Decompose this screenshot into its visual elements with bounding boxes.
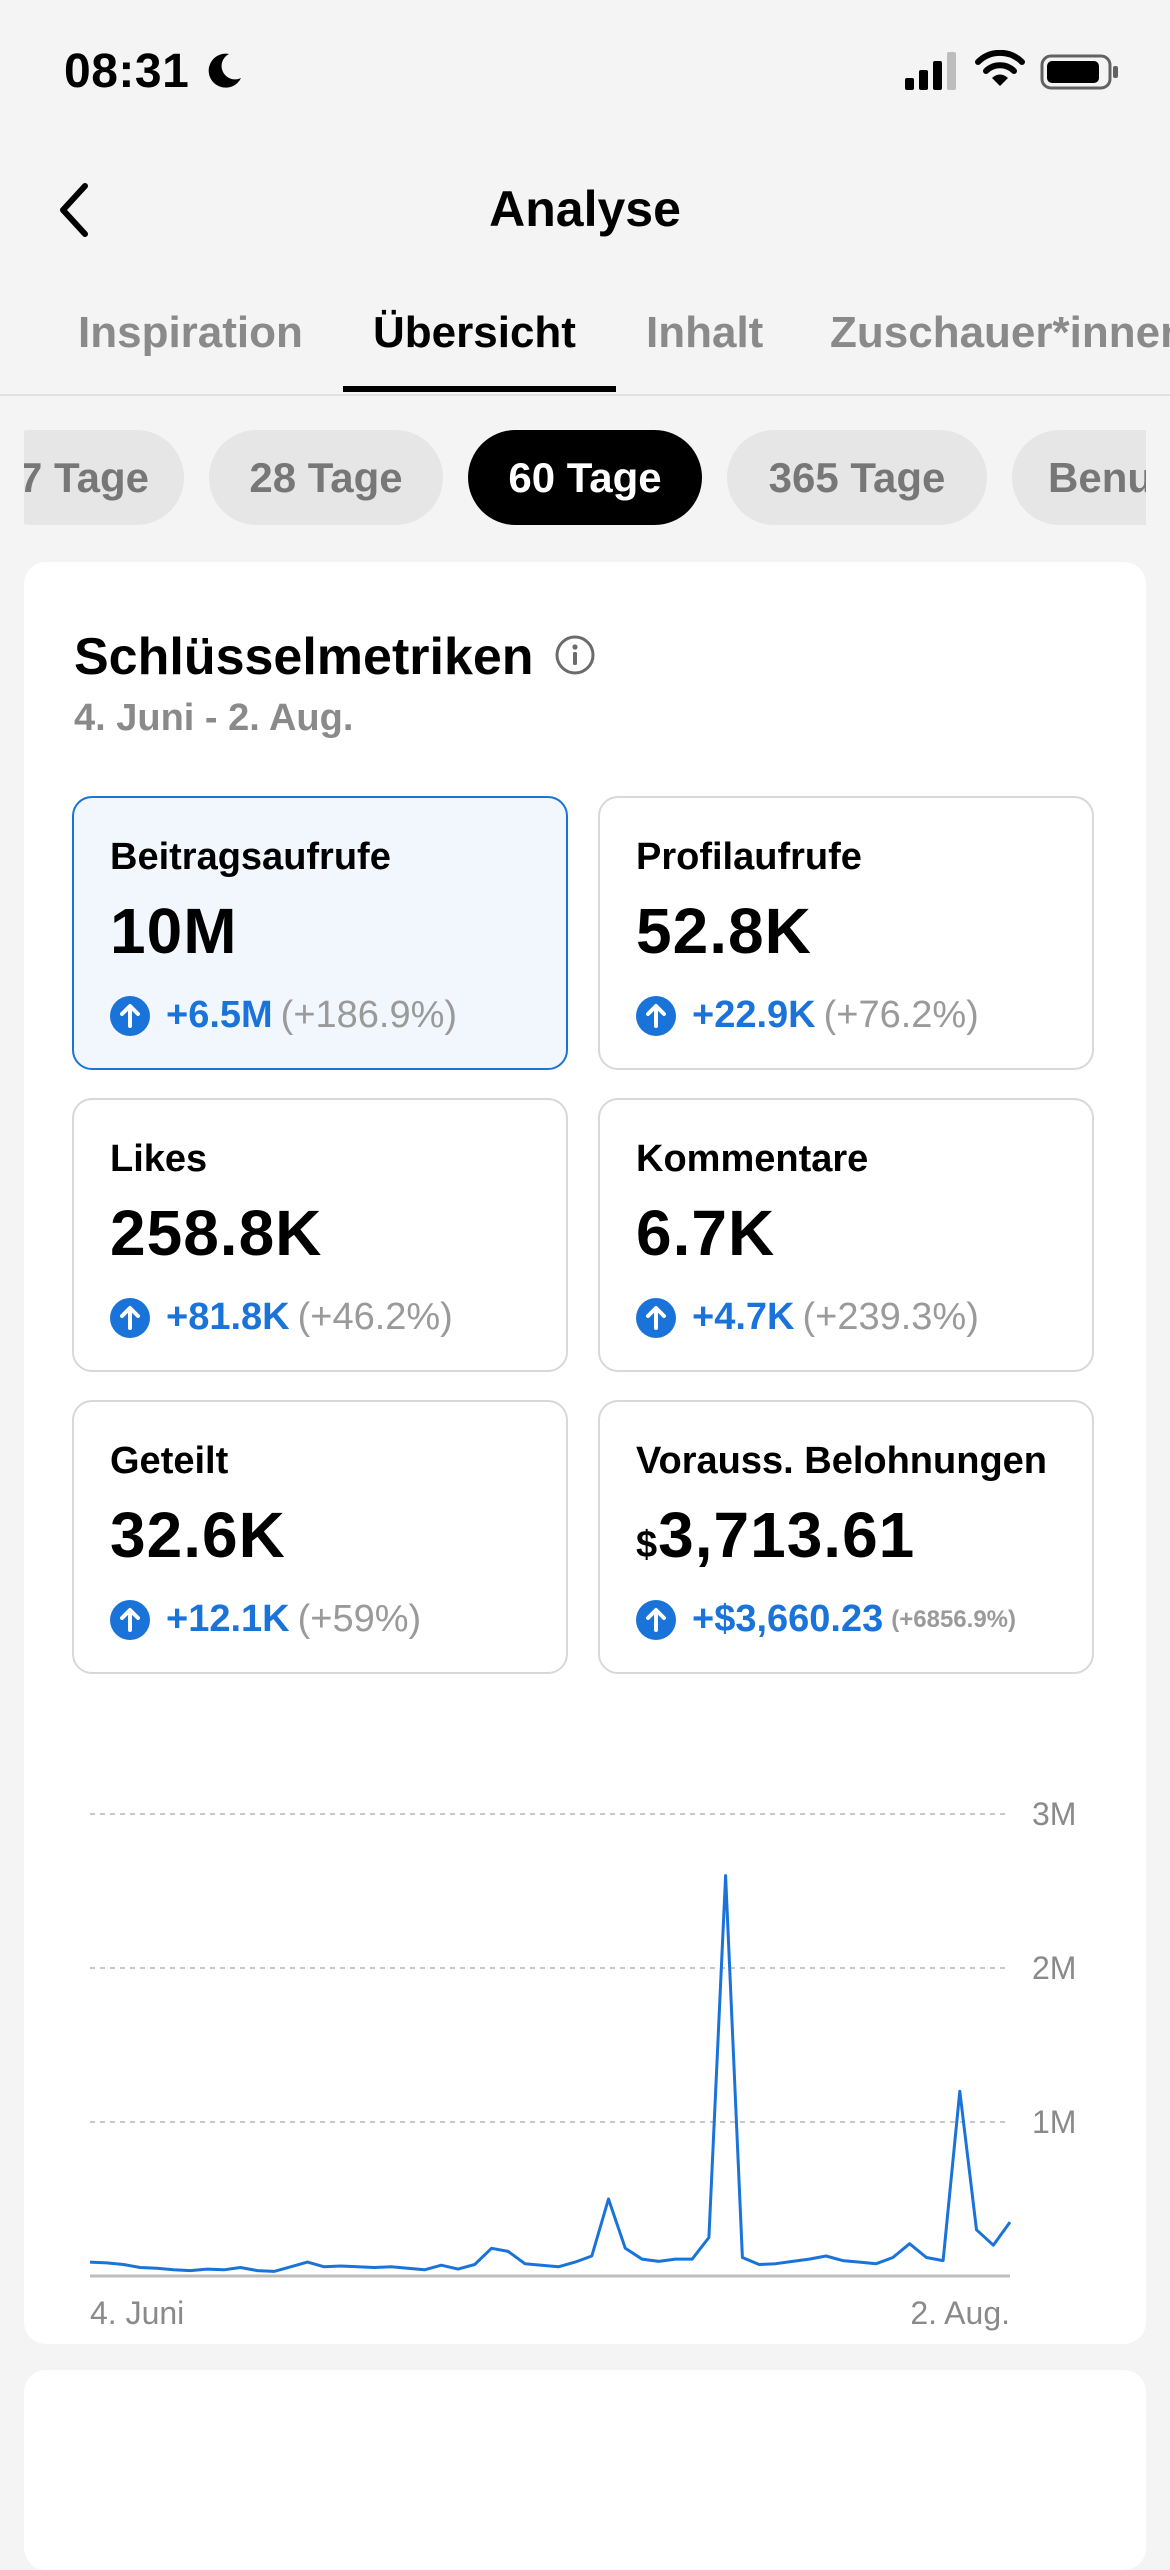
metric-value: 32.6K xyxy=(110,1499,286,1571)
nav-header: Analyse xyxy=(0,150,1170,270)
metric-label: Beitragsaufrufe xyxy=(110,836,391,878)
signal-icon xyxy=(905,52,956,90)
chip-28-days[interactable]: 28 Tage xyxy=(209,430,443,525)
chip-custom[interactable]: Benutzerdefiniert xyxy=(1012,430,1146,525)
metric-delta: +$3,660.23 xyxy=(692,1598,884,1640)
metric-percent: (+6856.9%) xyxy=(891,1605,1016,1633)
metric-value: $3,713.61 xyxy=(636,1499,916,1571)
date-range: 4. Juni - 2. Aug. xyxy=(74,697,354,739)
metric-label: Vorauss. Belohnungen xyxy=(636,1440,1048,1482)
series-line xyxy=(89,1874,1012,2273)
y-tick-label: 2M xyxy=(1032,1950,1076,1986)
metric-label: Kommentare xyxy=(636,1138,869,1180)
metric-label: Geteilt xyxy=(110,1440,229,1482)
info-icon[interactable] xyxy=(554,634,596,676)
status-time: 08:31 xyxy=(64,45,190,98)
metric-value: 6.7K xyxy=(636,1197,776,1269)
metric-label: Likes xyxy=(110,1138,208,1180)
metric-delta: +81.8K xyxy=(166,1296,290,1338)
tab-content[interactable]: Inhalt xyxy=(646,308,764,357)
next-section-card xyxy=(24,2370,1146,2570)
wifi-icon xyxy=(975,50,1025,86)
chip-365-days[interactable]: 365 Tage xyxy=(727,430,987,525)
y-tick-label: 3M xyxy=(1032,1796,1076,1832)
metric-delta: +12.1K xyxy=(166,1598,290,1640)
chip-60-days[interactable]: 60 Tage xyxy=(468,430,702,525)
back-button[interactable] xyxy=(40,175,110,245)
metric-delta: +22.9K xyxy=(692,994,816,1036)
arrow-up-circle-icon xyxy=(110,995,150,1036)
metric-change: +6.5M (+186.9%) xyxy=(110,994,457,1037)
tab-overview[interactable]: Übersicht xyxy=(373,308,576,357)
views-line-chart[interactable]: 1M 2M 3M 4. Juni 2. Aug. xyxy=(24,1722,1146,2342)
page-title: Analyse xyxy=(489,181,681,237)
metric-delta: +6.5M xyxy=(166,994,273,1036)
metric-change: +12.1K (+59%) xyxy=(110,1598,421,1641)
chevron-left-icon xyxy=(60,183,88,237)
chip-7-days[interactable]: 7 Tage xyxy=(24,430,184,525)
section-title: Schlüsselmetriken xyxy=(74,628,534,686)
x-tick-label: 4. Juni xyxy=(90,2295,184,2331)
metric-change: +22.9K (+76.2%) xyxy=(636,994,979,1037)
metric-card-post-views[interactable]: Beitragsaufrufe 10M +6.5M (+186.9%) xyxy=(72,796,568,1070)
metric-delta: +4.7K xyxy=(692,1296,795,1338)
metric-card-likes[interactable]: Likes 258.8K +81.8K (+46.2%) xyxy=(72,1098,568,1372)
metric-card-profile-views[interactable]: Profilaufrufe 52.8K +22.9K (+76.2%) xyxy=(598,796,1094,1070)
moon-icon xyxy=(208,53,241,88)
metric-change: +81.8K (+46.2%) xyxy=(110,1296,453,1339)
metric-value: 10M xyxy=(110,895,238,967)
x-tick-label: 2. Aug. xyxy=(910,2295,1010,2331)
metric-percent: (+186.9%) xyxy=(280,994,458,1036)
metric-card-estimated-rewards[interactable]: Vorauss. Belohnungen $3,713.61 +$3,660.2… xyxy=(598,1400,1094,1674)
metric-percent: (+239.3%) xyxy=(802,1296,979,1338)
metric-card-shares[interactable]: Geteilt 32.6K +12.1K (+59%) xyxy=(72,1400,568,1674)
tab-audience[interactable]: Zuschauer*innen xyxy=(830,308,1170,357)
metric-card-comments[interactable]: Kommentare 6.7K +4.7K (+239.3%) xyxy=(598,1098,1094,1372)
arrow-up-circle-icon xyxy=(636,1297,676,1338)
arrow-up-circle-icon xyxy=(636,995,676,1036)
tab-bar: Inspiration Übersicht Inhalt Zuschauer*i… xyxy=(0,280,1170,396)
metric-value: 258.8K xyxy=(110,1197,323,1269)
key-metrics-card: Schlüsselmetriken 4. Juni - 2. Aug. Beit… xyxy=(24,562,1146,2344)
metric-value: 52.8K xyxy=(636,895,812,967)
status-bar: 08:31 xyxy=(0,0,1170,150)
battery-icon xyxy=(1040,54,1118,90)
metric-percent: (+46.2%) xyxy=(297,1296,453,1338)
metric-label: Profilaufrufe xyxy=(636,836,862,878)
y-tick-label: 1M xyxy=(1032,2104,1076,2140)
arrow-up-circle-icon xyxy=(110,1297,150,1338)
metric-percent: (+59%) xyxy=(297,1598,422,1640)
arrow-up-circle-icon xyxy=(110,1599,150,1640)
active-tab-indicator xyxy=(343,386,616,392)
metric-change: +$3,660.23 (+6856.9%) xyxy=(636,1598,1016,1641)
tab-inspiration[interactable]: Inspiration xyxy=(78,308,303,357)
metric-percent: (+76.2%) xyxy=(823,994,979,1036)
arrow-up-circle-icon xyxy=(636,1599,676,1640)
metric-change: +4.7K (+239.3%) xyxy=(636,1296,979,1339)
period-selector: 7 Tage 28 Tage 60 Tage 365 Tage Benutzer… xyxy=(24,430,1146,525)
